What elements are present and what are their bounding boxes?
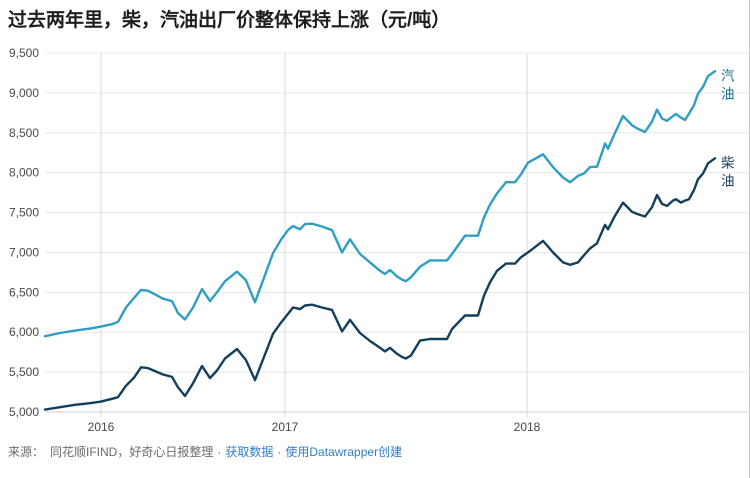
x-tick-label: 2016 — [88, 420, 115, 434]
chart-footer: 来源： 同花顺IFIND，好奇心日报整理 · 获取数据 · 使用Datawrapper创建 — [8, 444, 402, 460]
gasoline-line — [43, 70, 717, 338]
x-tick-label: 2017 — [272, 420, 299, 434]
y-tick-label: 6,000 — [9, 325, 39, 339]
y-tick-label: 8,500 — [9, 126, 39, 140]
diesel-line-label: 柴 — [721, 155, 735, 170]
y-tick-label: 5,000 — [9, 405, 39, 419]
y-tick-label: 9,000 — [9, 86, 39, 100]
chart-title: 过去两年里，柴，汽油出厂价整体保持上涨（元/吨） — [8, 10, 451, 31]
separator-dot: · — [217, 445, 222, 459]
y-tick-label: 9,500 — [9, 46, 39, 60]
y-tick-label: 6,500 — [9, 285, 39, 299]
gasoline-line-label: 汽 — [721, 68, 735, 83]
get-data-link[interactable]: 获取数据 — [225, 445, 274, 459]
diesel-line-label: 油 — [721, 173, 735, 188]
y-tick-label: 5,500 — [9, 365, 39, 379]
gasoline-line-label: 油 — [721, 86, 735, 101]
y-tick-label: 7,500 — [9, 206, 39, 220]
y-tick-label: 7,000 — [9, 245, 39, 259]
diesel-line — [43, 157, 717, 411]
source-text: 同花顺IFIND，好奇心日报整理 — [50, 445, 214, 459]
source-label: 来源： — [8, 445, 45, 459]
separator-dot: · — [277, 445, 282, 459]
x-tick-label: 2018 — [514, 420, 541, 434]
y-tick-label: 8,000 — [9, 166, 39, 180]
datawrapper-credit-link[interactable]: 使用Datawrapper创建 — [285, 445, 403, 459]
